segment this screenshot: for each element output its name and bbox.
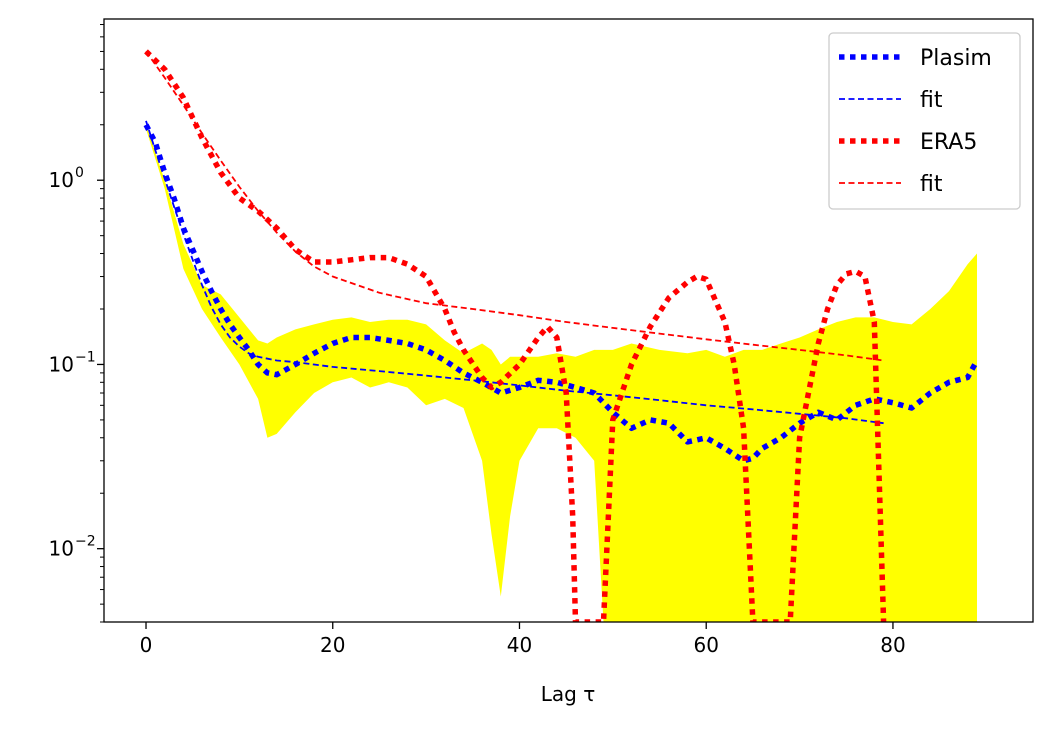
series-line-3-fit [145,50,884,362]
x-tick-label: 60 [693,633,718,657]
x-tick-label: 80 [880,633,905,657]
x-axis-ticks: 0 20 40 60 80 [140,622,906,657]
series-line-1-fit [145,120,884,425]
legend: Plasim fit ERA5 fit [828,32,1021,210]
confidence-band-layer [146,124,977,623]
y-tick-label: 10 [49,537,74,561]
series-line-0-plasim [143,123,980,464]
y-tick-label: 10 [49,352,74,376]
y-tick-exponent: −1 [75,349,96,365]
y-tick-exponent: −2 [75,534,96,550]
x-tick-label: 20 [320,633,345,657]
y-tick-label: 10 [49,168,74,192]
series-layer [143,49,980,622]
plot-frame [103,18,1034,623]
legend-label: fit [920,88,943,113]
spread-band [146,124,977,623]
series-line-2-era5 [144,49,887,622]
x-tick-label: 0 [140,633,153,657]
x-axis-label: Lag τ [541,682,596,706]
legend-label: fit [920,172,943,197]
legend-label: ERA5 [920,130,977,155]
x-tick-label: 40 [507,633,532,657]
legend-label: Plasim [920,46,992,71]
y-tick-exponent: 0 [75,165,84,181]
legend-box [828,32,1021,210]
